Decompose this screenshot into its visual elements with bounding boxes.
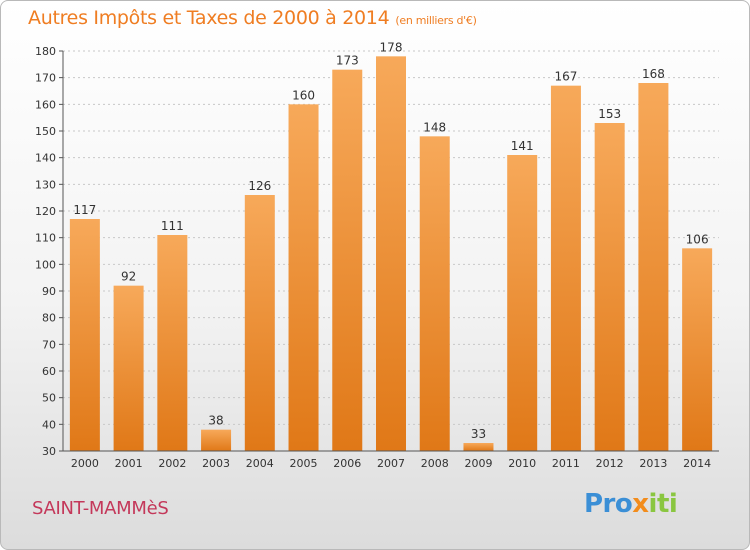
y-tick-label: 50: [42, 392, 56, 405]
bar-value-label: 160: [292, 88, 315, 102]
proxiti-logo[interactable]: Proxiti: [584, 489, 678, 519]
y-tick-label: 170: [35, 72, 56, 85]
y-tick-label: 90: [42, 285, 56, 298]
x-tick-label: 2008: [421, 457, 449, 470]
chart-unit: (en milliers d'€): [395, 14, 477, 27]
y-tick-label: 60: [42, 365, 56, 378]
bar[interactable]: [332, 69, 363, 452]
x-tick-label: 2001: [115, 457, 143, 470]
bar[interactable]: [157, 235, 188, 451]
bar[interactable]: [244, 195, 275, 451]
y-tick-label: 70: [42, 338, 56, 351]
bar-value-label: 167: [554, 70, 577, 84]
bar-value-label: 148: [423, 120, 446, 134]
y-tick-label: 130: [35, 178, 56, 191]
bar-value-label: 153: [598, 107, 621, 121]
logo-part-3: iti: [648, 489, 678, 519]
x-tick-label: 2012: [596, 457, 624, 470]
x-tick-label: 2011: [552, 457, 580, 470]
bar[interactable]: [463, 443, 494, 451]
bar-value-label: 178: [380, 40, 403, 54]
y-tick-label: 100: [35, 258, 56, 271]
y-tick-label: 180: [35, 45, 56, 58]
x-tick-label: 2007: [377, 457, 405, 470]
x-tick-label: 2005: [290, 457, 318, 470]
bar[interactable]: [507, 155, 538, 451]
x-tick-label: 2009: [464, 457, 492, 470]
y-tick-label: 120: [35, 205, 56, 218]
y-tick-label: 80: [42, 312, 56, 325]
y-tick-label: 150: [35, 125, 56, 138]
bar-value-label: 173: [336, 54, 359, 68]
bar-value-label: 126: [248, 179, 271, 193]
logo-part-1: Pro: [584, 489, 633, 519]
bar[interactable]: [376, 56, 406, 451]
y-tick-label: 140: [35, 152, 56, 165]
x-tick-label: 2000: [71, 457, 99, 470]
x-tick-label: 2013: [639, 457, 667, 470]
bar-value-label: 38: [208, 414, 223, 428]
place-name: SAINT-MAMMèS: [32, 498, 169, 519]
x-tick-label: 2006: [333, 457, 361, 470]
bar-value-label: 33: [471, 427, 486, 441]
chart-title-text: Autres Impôts et Taxes de 2000 à 2014: [28, 7, 390, 29]
bar-value-label: 168: [642, 67, 665, 81]
y-tick-label: 40: [42, 418, 56, 431]
bar-value-label: 111: [161, 219, 184, 233]
chart-title: Autres Impôts et Taxes de 2000 à 2014 (en…: [28, 7, 477, 29]
bar[interactable]: [201, 429, 232, 451]
bar[interactable]: [594, 123, 625, 451]
x-tick-label: 2003: [202, 457, 230, 470]
x-axis: 2000 2001 2002 2003 2004 2005 2006 2007 2008 2009…: [63, 450, 719, 470]
y-axis: 30 40 50 60 70 80 90 100 110 120 130 140 150 160 170 18…: [35, 45, 64, 458]
bar-value-label: 117: [73, 203, 96, 217]
x-tick-label: 2010: [508, 457, 536, 470]
bar[interactable]: [288, 104, 319, 451]
x-tick-label: 2014: [683, 457, 711, 470]
bars: 117 92 111 38 126 160 173 178 148 33 141 167 153 168 1…: [69, 40, 713, 452]
bar-value-label: 92: [121, 270, 136, 284]
bar[interactable]: [69, 219, 100, 451]
bar[interactable]: [113, 285, 144, 451]
y-tick-label: 160: [35, 98, 56, 111]
y-tick-label: 30: [42, 445, 56, 458]
bar-value-label: 141: [511, 139, 534, 153]
x-tick-label: 2002: [158, 457, 186, 470]
bar[interactable]: [682, 248, 713, 451]
bar[interactable]: [550, 85, 581, 452]
bar[interactable]: [419, 136, 450, 452]
y-tick-label: 110: [35, 232, 56, 245]
x-tick-label: 2004: [246, 457, 274, 470]
bar-value-label: 106: [686, 232, 709, 246]
logo-part-2: x: [632, 489, 649, 519]
bar[interactable]: [638, 83, 669, 451]
